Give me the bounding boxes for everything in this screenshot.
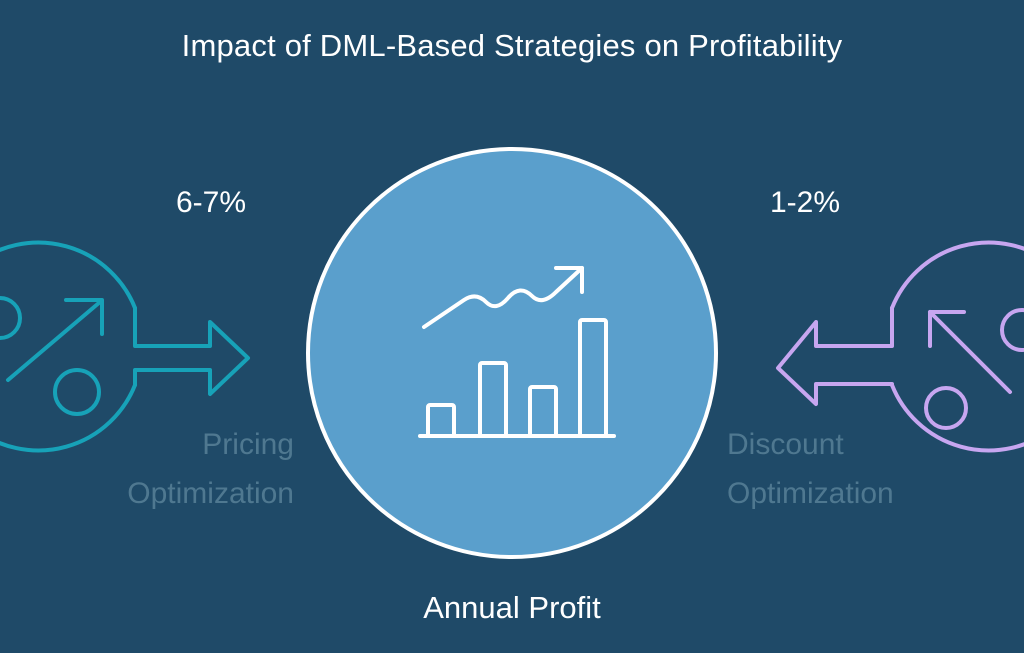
annual-profit-label: Annual Profit [423,590,601,625]
pricing-label-line2: Optimization [127,477,294,510]
chart-growth-icon [418,266,616,438]
pricing-percent: 6-7% [176,186,247,219]
discount-label-line1: Discount [727,428,844,461]
pricing-optimization-label: Pricing Optimization [127,420,294,518]
percent-up-icon [0,240,250,453]
diagram-title: Impact of DML-Based Strategies on Profit… [181,28,843,63]
discount-label-line2: Optimization [727,477,894,510]
annual-profit-circle [306,147,718,559]
discount-optimization-label: Discount Optimization [727,420,894,518]
pricing-label-line1: Pricing [202,428,294,461]
percent-down-icon [776,240,1024,453]
discount-percent: 1-2% [770,186,841,219]
